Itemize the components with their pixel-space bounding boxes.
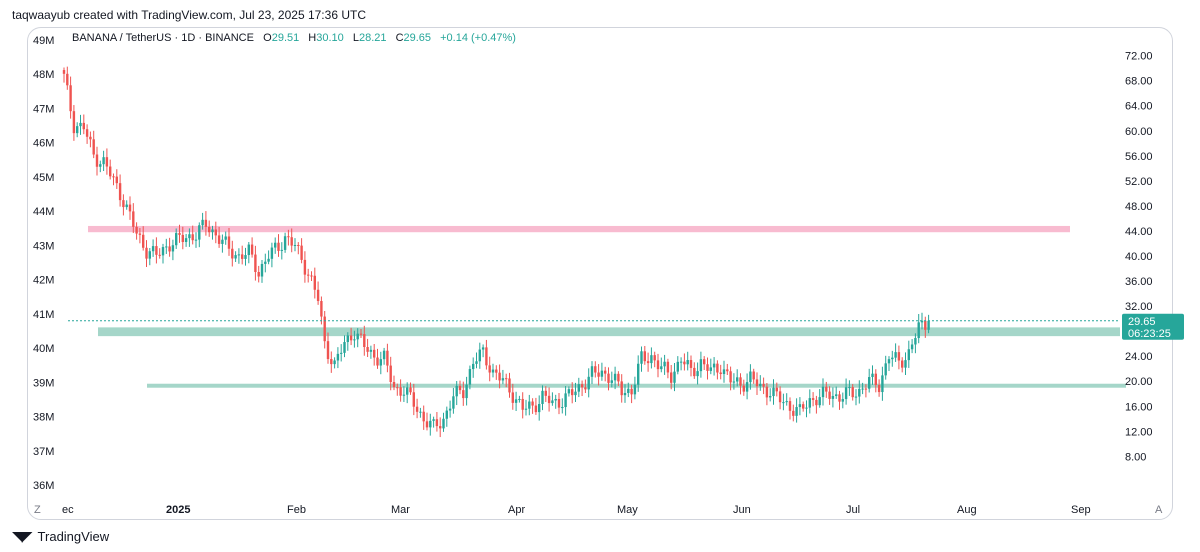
close-label: C [395,32,404,44]
open-value: 29.51 [271,32,300,44]
open-label: O [263,32,272,44]
low-label: L [352,32,359,44]
tv-logo-icon: ◥◤ [12,528,33,544]
chart-legend: BANANA / TetherUS · 1D · BINANCE O29.51 … [72,32,516,44]
created-by-text: taqwaayub created with TradingView.com, … [12,8,366,22]
high-value: 30.10 [316,32,344,44]
symbol-label[interactable]: BANANA / TetherUS · 1D · BINANCE [72,32,254,44]
brand-name: TradingView [37,529,110,544]
change-value: +0.14 (+0.47%) [440,32,516,44]
tradingview-brand[interactable]: ◥◤ TradingView [12,528,109,545]
chart-frame [27,27,1173,520]
high-label: H [308,32,317,44]
close-value: 29.65 [403,32,432,44]
low-value: 28.21 [358,32,387,44]
